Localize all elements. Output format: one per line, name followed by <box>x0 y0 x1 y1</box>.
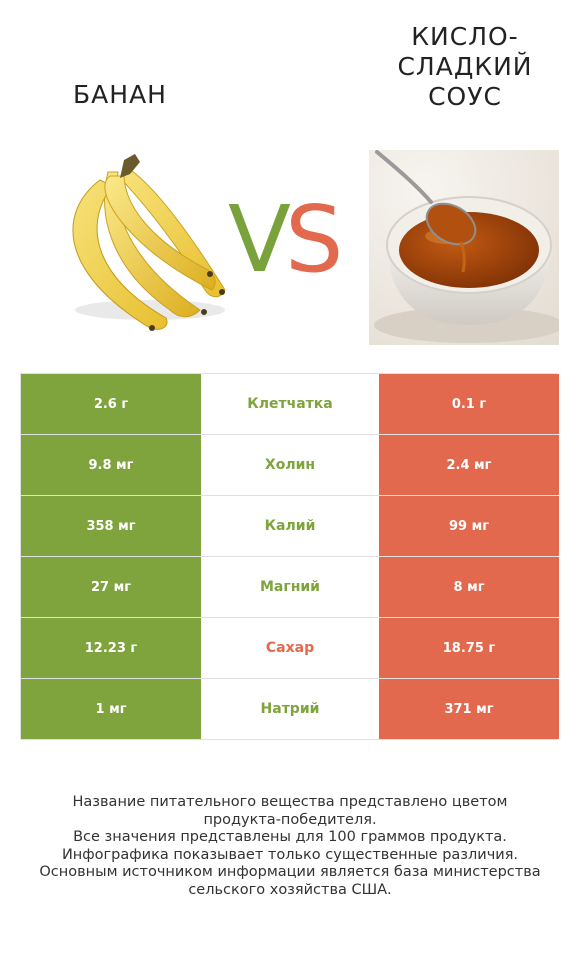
right-product-title: КИСЛО- СЛАДКИЙ СОУС <box>397 22 533 111</box>
banana-image <box>72 154 226 331</box>
left-value: 1 мг <box>21 679 201 739</box>
right-value: 8 мг <box>379 557 559 617</box>
footer-line: Инфографика показывает только существенн… <box>61 846 519 863</box>
footer-line: Название питательного вещества представл… <box>72 794 508 810</box>
vs-label: VS <box>228 194 343 286</box>
table-row: 27 мг Магний 8 мг <box>20 557 559 618</box>
vs-s: S <box>284 186 343 293</box>
footer-line: продукта-победителя. <box>203 811 377 828</box>
footer-note: Название питательного вещества представл… <box>20 794 560 899</box>
table-row: 9.8 мг Холин 2.4 мг <box>20 435 559 496</box>
left-product-title: БАНАН <box>73 80 167 109</box>
vs-v: V <box>228 186 291 293</box>
nutrient-label: Калий <box>264 518 316 534</box>
comparison-table: 2.6 г Клетчатка 0.1 г 9.8 мг Холин 2.4 мг 358 … <box>20 373 559 740</box>
nutrient-label: Холин <box>264 457 316 473</box>
left-value: 358 мг <box>21 496 201 556</box>
footer-line: сельского хозяйства США. <box>188 881 392 898</box>
footer-line: Все значения представлены для 100 граммо… <box>73 829 507 845</box>
table-row: 2.6 г Клетчатка 0.1 г <box>20 373 559 435</box>
table-row: 12.23 г Сахар 18.75 г <box>20 618 559 679</box>
sauce-image <box>369 150 559 345</box>
right-value: 2.4 мг <box>379 435 559 495</box>
nutrient-label: Натрий <box>260 701 320 717</box>
nutrient-label: Сахар <box>265 640 315 656</box>
footer-line: Основным источником информации является … <box>39 864 541 880</box>
left-value: 27 мг <box>21 557 201 617</box>
table-row: 358 мг Калий 99 мг <box>20 496 559 557</box>
left-value: 2.6 г <box>21 374 201 434</box>
right-value: 18.75 г <box>379 618 559 678</box>
table-row: 1 мг Натрий 371 мг <box>20 679 559 740</box>
right-value: 0.1 г <box>379 374 559 434</box>
right-value: 99 мг <box>379 496 559 556</box>
nutrient-label: Магний <box>260 579 320 595</box>
right-value: 371 мг <box>379 679 559 739</box>
left-value: 12.23 г <box>21 618 201 678</box>
left-value: 9.8 мг <box>21 435 201 495</box>
nutrient-label: Клетчатка <box>247 396 333 412</box>
